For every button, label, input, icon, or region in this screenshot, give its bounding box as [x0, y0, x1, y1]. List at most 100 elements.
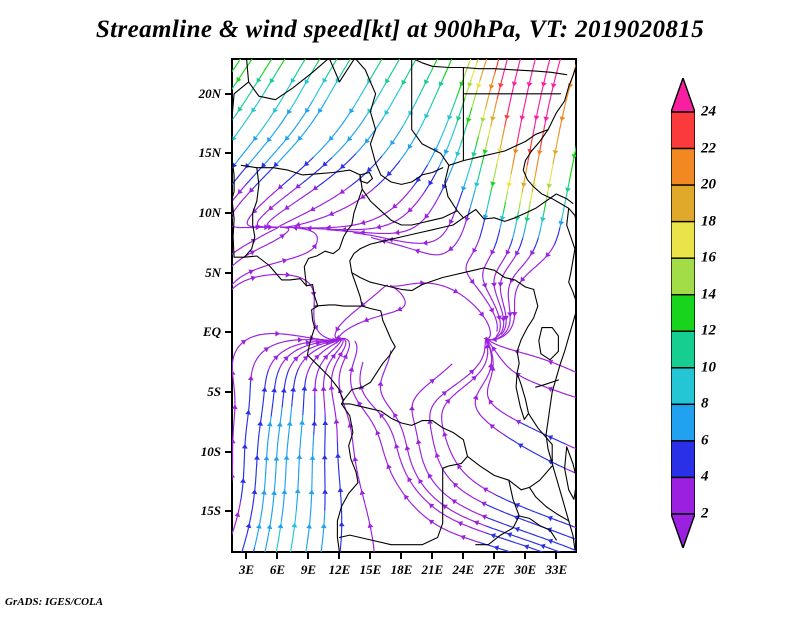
streamline-segment [232, 114, 237, 122]
streamline-arrow [422, 239, 428, 246]
streamline-segment [488, 374, 493, 385]
streamline-segment [233, 247, 242, 254]
streamline-segment [460, 226, 465, 237]
streamline-segment [525, 425, 535, 430]
streamline-segment [263, 274, 273, 277]
streamline-segment [241, 548, 244, 552]
streamline-arrow [298, 337, 303, 343]
streamline-segment [502, 330, 511, 337]
streamline-segment [342, 340, 347, 351]
streamline-segment [433, 497, 442, 505]
streamline-segment [336, 344, 343, 353]
streamline-arrow [301, 385, 308, 391]
streamline-arrow [471, 375, 477, 381]
streamline-arrow [257, 420, 263, 426]
streamline-arrow [290, 386, 296, 392]
streamline-segment [439, 511, 448, 518]
streamline-segment [259, 510, 263, 521]
streamline-arrow [236, 76, 242, 83]
streamline-segment [536, 259, 544, 267]
streamline-segment [487, 290, 493, 301]
streamline-segment [274, 377, 277, 389]
streamline-segment [518, 238, 524, 249]
streamline-arrow [468, 369, 475, 375]
streamline-arrow [322, 161, 328, 167]
map-boundary-line [527, 412, 553, 465]
x-axis-label: 33E [545, 562, 568, 577]
streamline-segment [309, 509, 312, 521]
streamline-arrow [237, 106, 243, 112]
x-axis-label: 6E [269, 562, 286, 577]
streamline-arrow [429, 378, 435, 384]
streamline-arrow [248, 269, 254, 275]
streamline-arrow [453, 482, 459, 488]
streamline-segment [570, 162, 574, 173]
streamline-segment [511, 229, 516, 241]
streamline-arrow [271, 490, 277, 496]
streamline-arrow [489, 365, 496, 371]
streamline-segment [252, 359, 258, 369]
streamline-segment [382, 364, 388, 375]
map-boundary-line [233, 255, 359, 552]
streamline-arrow [266, 524, 273, 530]
streamline-segment [480, 351, 485, 362]
streamline-arrow [530, 250, 536, 256]
streamline-segment [338, 68, 345, 78]
streamline-arrow [349, 108, 355, 114]
streamline-segment [429, 203, 436, 213]
streamline-segment [305, 367, 311, 378]
streamline-segment [436, 455, 442, 466]
streamline-segment [524, 519, 534, 524]
streamline-segment [232, 373, 235, 384]
streamline-segment [245, 424, 248, 435]
streamline-segment [497, 429, 506, 436]
streamline-segment [286, 130, 294, 139]
colorbar-tick-label: 4 [701, 468, 709, 485]
streamline-segment [510, 89, 514, 100]
streamline-segment [310, 500, 312, 512]
streamline-segment [463, 125, 467, 136]
streamline-arrow [302, 355, 309, 361]
streamline-segment [444, 434, 449, 445]
streamline-segment [530, 136, 534, 148]
streamline-segment [459, 467, 468, 476]
streamline-segment [555, 531, 565, 536]
streamline-arrow [322, 489, 328, 494]
streamline-arrow [427, 419, 433, 424]
streamline-arrow [232, 404, 238, 409]
streamline-segment [289, 546, 292, 552]
streamline-segment [361, 84, 368, 94]
streamline-arrow [472, 394, 479, 401]
streamline-segment [312, 204, 322, 210]
streamline-segment [286, 174, 295, 182]
streamline-segment [418, 191, 426, 200]
streamline-segment [517, 374, 527, 380]
colorbar-band [671, 147, 695, 186]
streamline-segment [436, 233, 445, 240]
streamline-arrow [232, 438, 236, 444]
streamline-segment [351, 100, 358, 110]
streamline-segment [371, 234, 381, 238]
streamline-arrow [473, 520, 480, 526]
streamline-arrow [271, 387, 277, 393]
x-axis-label: 3E [238, 562, 255, 577]
streamline-arrow [407, 207, 413, 213]
streamline-segment [469, 526, 479, 531]
streamline-arrow [253, 135, 259, 141]
streamline-segment [253, 266, 263, 271]
streamline-segment [269, 151, 277, 159]
streamline-segment [307, 219, 317, 223]
streamline-segment [522, 229, 526, 240]
streamline-segment [330, 151, 339, 159]
streamline-segment [553, 236, 558, 247]
streamline-segment [508, 303, 511, 314]
streamline-arrow [328, 210, 335, 217]
y-axis-label: EQ [202, 324, 221, 340]
streamline-arrow [340, 163, 346, 169]
streamline-segment [349, 323, 358, 329]
streamline-segment [299, 221, 309, 226]
streamline-arrow [552, 149, 559, 155]
map-boundary-line [328, 59, 355, 83]
streamline-arrow [498, 83, 504, 89]
streamline-arrow [364, 138, 370, 144]
